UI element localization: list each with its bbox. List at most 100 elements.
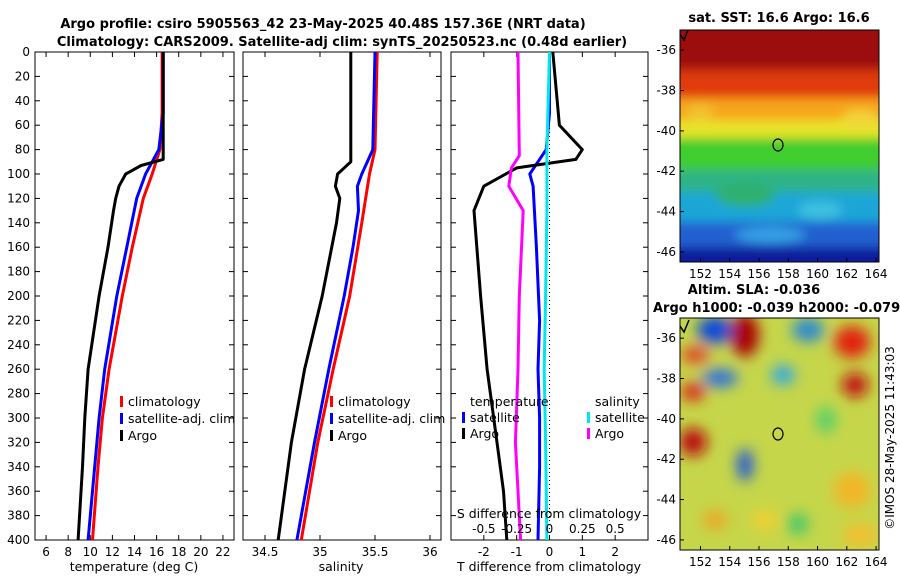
sla-anomaly <box>834 326 870 358</box>
salinity-legend: climatology satellite-adj. clim Argo <box>330 394 445 443</box>
salinity-xlabel: salinity <box>319 559 364 574</box>
map-xtick-label: 162 <box>835 267 858 281</box>
legend-satellite-swatch <box>120 413 123 424</box>
ytick-label: 320 <box>7 435 30 449</box>
ytick-label: 200 <box>7 289 30 303</box>
series-line-satellite-adj-clim <box>86 52 165 541</box>
map-xtick-label: 164 <box>865 555 888 569</box>
map-ytick-label: -44 <box>656 205 676 219</box>
legend-argo-swatch <box>120 430 123 441</box>
sla-anomaly <box>681 383 705 401</box>
map-ytick-label: -36 <box>656 331 676 345</box>
xtick-label: 12 <box>105 545 120 559</box>
ytick-label: 300 <box>7 411 30 425</box>
figure-title-line1: Argo profile: csiro 5905563_42 23-May-20… <box>60 17 585 32</box>
sla-anomaly <box>842 523 878 547</box>
sla-anomaly <box>703 510 727 530</box>
difference-top-axis-label: S difference from climatology <box>457 506 642 521</box>
sst-eddy <box>735 227 805 243</box>
series-line-s-satellite <box>542 51 551 541</box>
ytick-label: 400 <box>7 533 30 547</box>
sst-map-frame <box>679 29 880 263</box>
xtick-label: -2 <box>478 545 490 559</box>
sst-band <box>680 98 879 120</box>
series-line-argo <box>276 52 353 541</box>
sla-anomaly <box>771 365 795 385</box>
ytick-label: 380 <box>7 509 30 523</box>
figure-title-line2: Climatology: CARS2009. Satellite-adj cli… <box>57 35 627 50</box>
sst-map-title: sat. SST: 16.6 Argo: 16.6 <box>688 11 869 26</box>
sla-anomaly <box>834 472 870 508</box>
series-line-satellite-adj-clim <box>295 51 377 541</box>
ytick-label: 240 <box>7 338 30 352</box>
xtick-label: 22 <box>215 545 230 559</box>
sla-anomaly <box>816 406 836 434</box>
xtick-label: 18 <box>171 545 186 559</box>
sla-anomaly <box>842 373 868 397</box>
map-ytick-label: -38 <box>656 84 676 98</box>
xtick-label: 35.5 <box>362 545 389 559</box>
legend-satellite-label: satellite-adj. clim <box>128 411 235 426</box>
sla-map-title-line1: Altim. SLA: -0.036 <box>688 283 820 298</box>
xtick-label: 0 <box>546 545 554 559</box>
map-xtick-label: 152 <box>689 555 712 569</box>
sst-band <box>680 192 879 222</box>
series-line-s-argo <box>507 51 525 541</box>
xtick-label: 14 <box>127 545 142 559</box>
legend-t-argo-swatch <box>462 428 465 439</box>
xtick-label: 34.5 <box>252 545 279 559</box>
map-xtick-label: 160 <box>806 267 829 281</box>
legend-argo-label: Argo <box>128 428 157 443</box>
imos-timestamp: ©IMOS 28-May-2025 11:43:03 <box>883 346 897 530</box>
map-xtick-label: 158 <box>777 267 800 281</box>
xtick-label: 36 <box>422 545 437 559</box>
sla-anomaly <box>737 449 753 481</box>
sla-anomaly <box>792 318 824 342</box>
ytick-label: 360 <box>7 484 30 498</box>
temperature-plot-frame <box>34 51 235 541</box>
xtick-label: 20 <box>193 545 208 559</box>
map-xtick-label: 160 <box>806 555 829 569</box>
series-line-climatology <box>299 51 379 541</box>
sla-anomaly <box>697 318 733 344</box>
map-xtick-label: 156 <box>748 267 771 281</box>
difference-xlabel: T difference from climatology <box>456 559 642 574</box>
ytick-label: 140 <box>7 216 30 230</box>
ytick-label: 180 <box>7 265 30 279</box>
sla-heatmap <box>680 318 879 550</box>
sst-eddy <box>715 183 775 207</box>
s-diff-tick-label: 0 <box>546 522 554 536</box>
sst-axes: 152 154 156 158 160 162 164 -36 -38 -40 -42 -44 -46 <box>656 43 887 281</box>
map-ytick-label: -40 <box>656 412 676 426</box>
map-ytick-label: -42 <box>656 164 676 178</box>
ytick-label: 60 <box>15 118 30 132</box>
temperature-xlabel: temperature (deg C) <box>70 559 199 574</box>
legend-s-argo-label: Argo <box>595 426 624 441</box>
s-diff-tick-label: -0.5 <box>472 522 495 536</box>
legend-argo-swatch <box>330 430 333 441</box>
legend-satellite-swatch <box>330 413 333 424</box>
sst-band <box>680 30 879 70</box>
map-xtick-label: 158 <box>777 555 800 569</box>
legend-climatology-label: climatology <box>338 394 411 409</box>
legend-s-satellite-label: satellite <box>595 410 645 425</box>
sla-map-frame <box>679 317 880 551</box>
map-ytick-label: -42 <box>656 452 676 466</box>
ytick-label: 220 <box>7 313 30 327</box>
temperature-legend: climatology satellite-adj. clim Argo <box>120 394 235 443</box>
legend-climatology-swatch <box>120 396 123 407</box>
legend-t-argo-label: Argo <box>470 426 499 441</box>
sla-map-title-line2: Argo h1000: -0.039 h2000: -0.079 <box>653 301 900 316</box>
temperature-plot: 6 8 10 12 14 16 18 20 22020406080100120140160180… <box>7 45 234 559</box>
sst-band <box>680 70 879 98</box>
ytick-label: 260 <box>7 362 30 376</box>
map-ytick-label: -44 <box>656 493 676 507</box>
sla-anomaly <box>680 428 707 456</box>
argo-position-marker <box>772 138 784 152</box>
sst-heatmap <box>680 30 879 262</box>
map-xtick-label: 152 <box>689 267 712 281</box>
sla-anomaly <box>751 510 779 530</box>
ytick-label: 80 <box>15 143 30 157</box>
xtick-label: 6 <box>42 545 50 559</box>
difference-legend: temperature satellite Argo salinity sate… <box>462 394 645 441</box>
